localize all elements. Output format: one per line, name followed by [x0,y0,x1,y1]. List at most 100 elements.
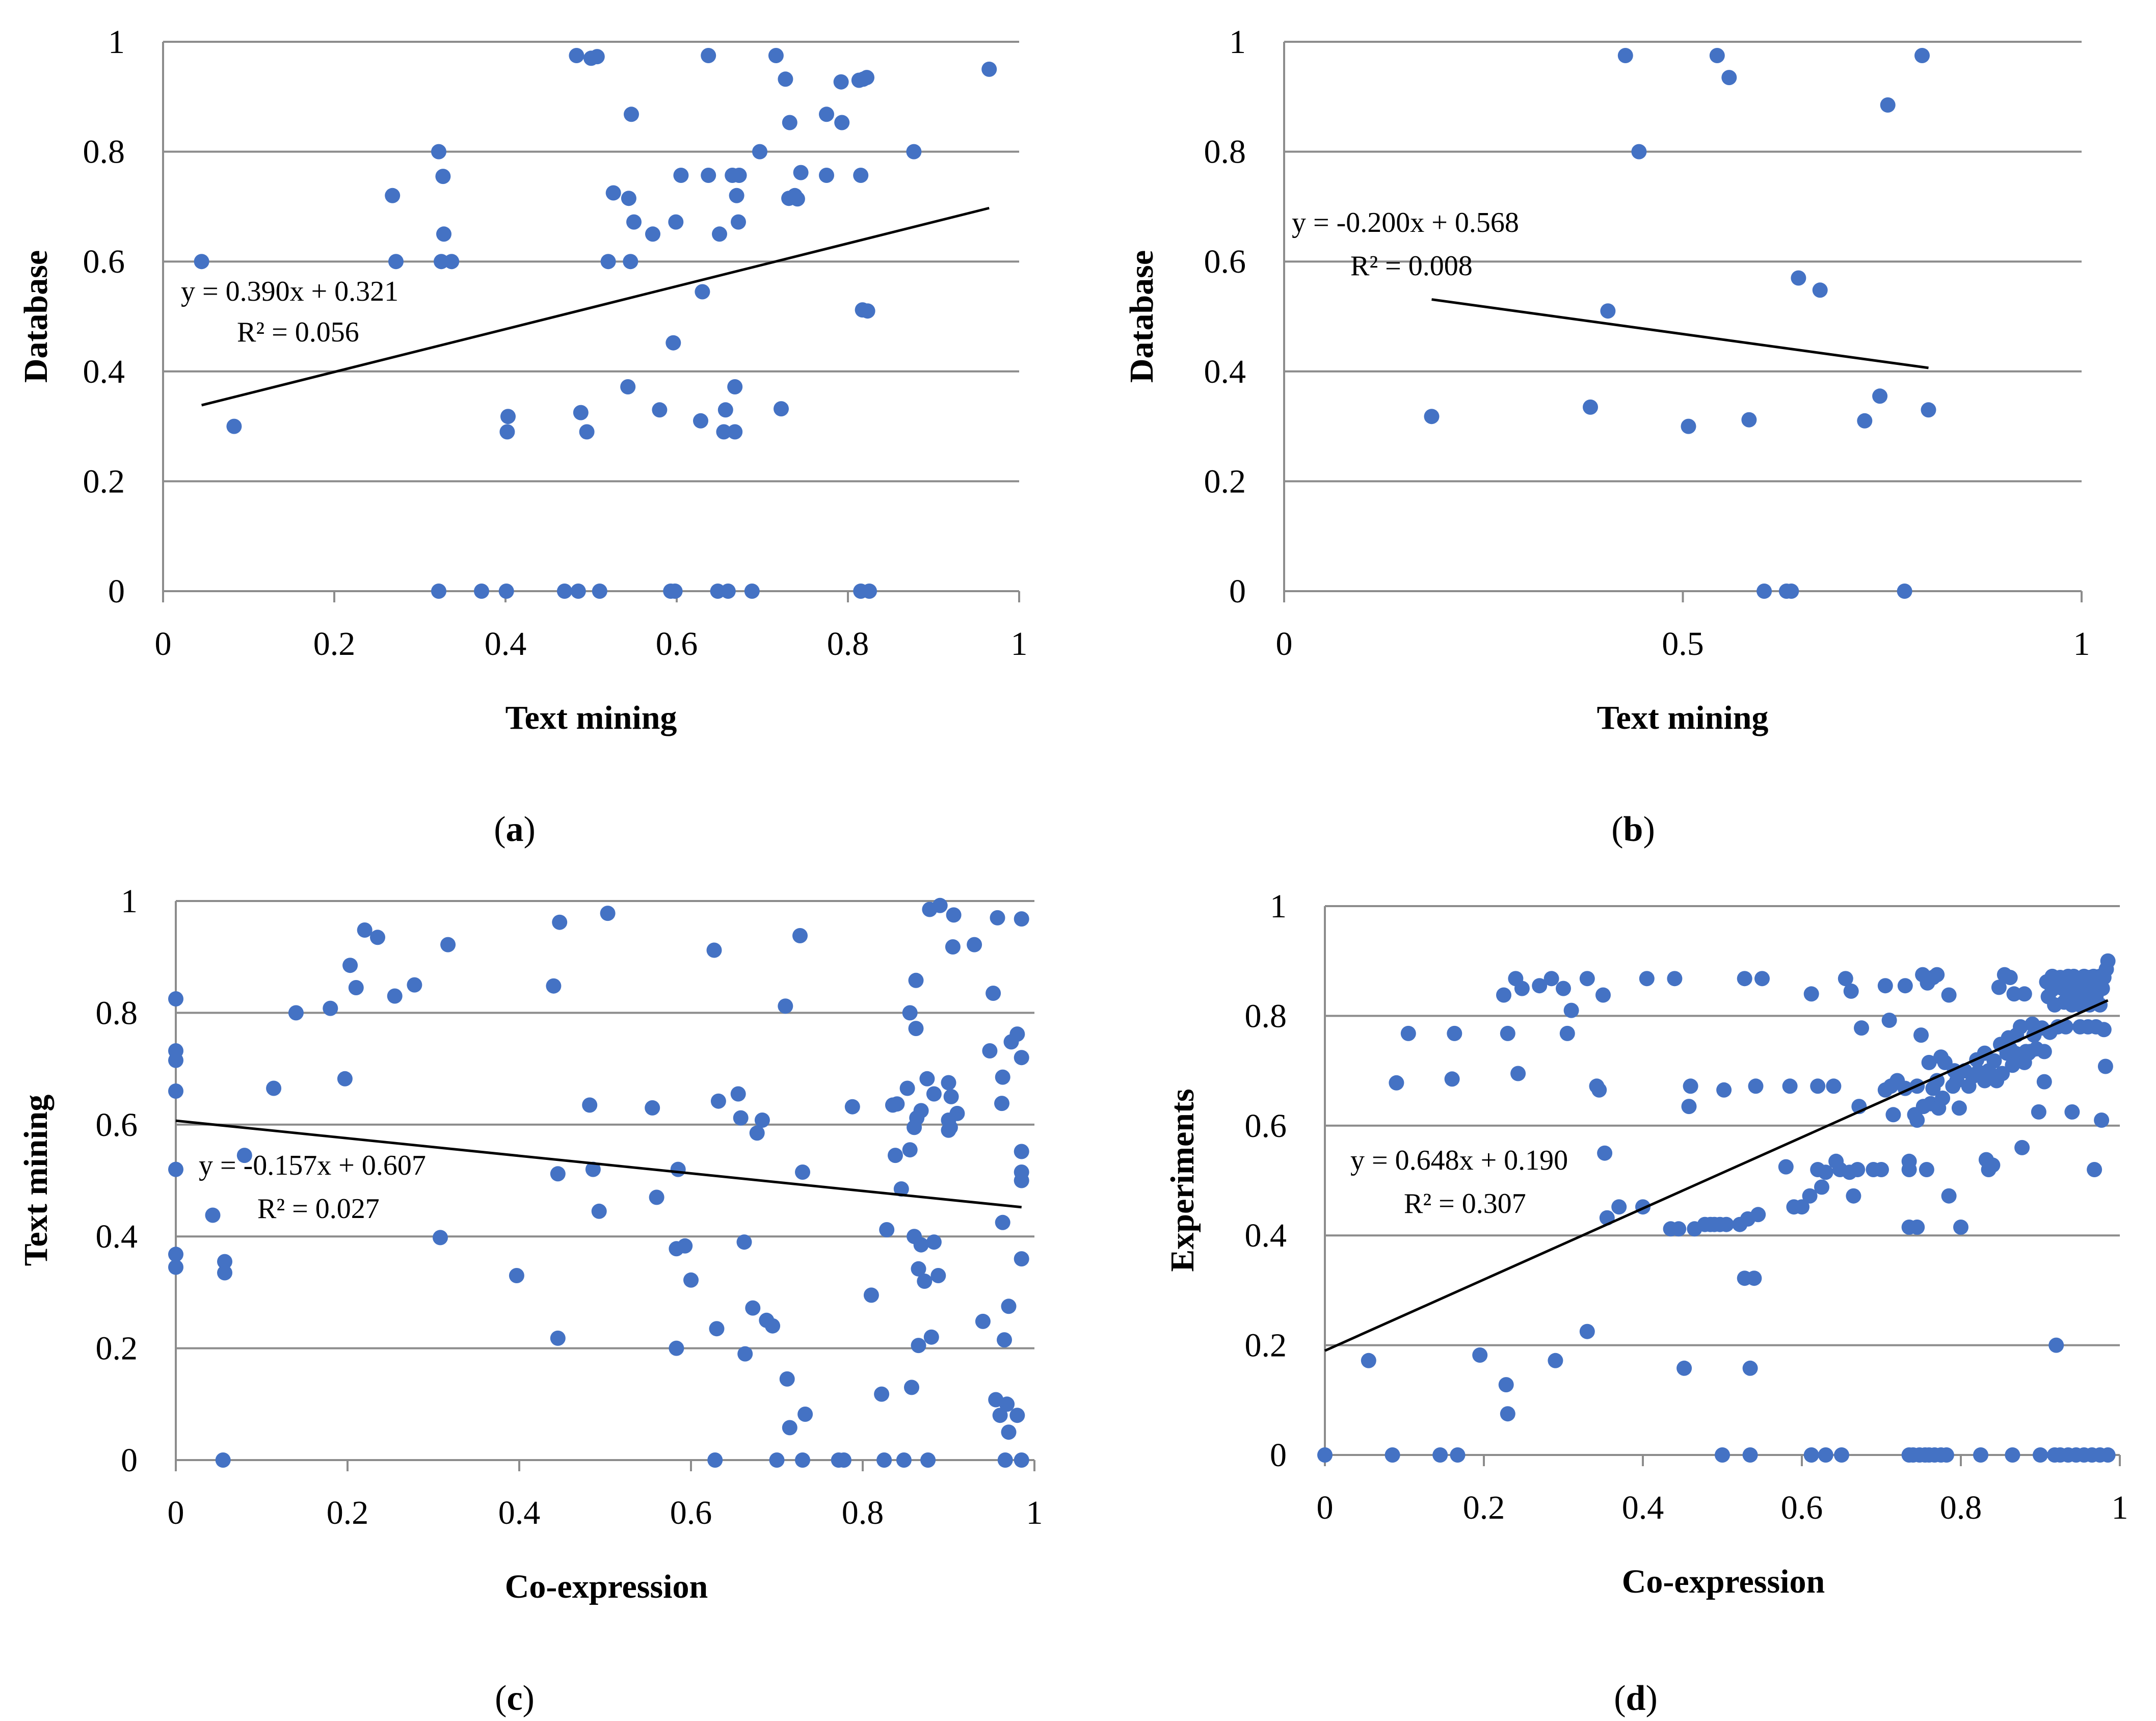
trendline-equation: y = 0.648x + 0.190 [1350,1145,1568,1176]
data-point [1472,1347,1488,1363]
data-point [645,1100,660,1116]
data-point [1994,1066,2010,1081]
y-tick-label: 0.4 [1245,1217,1287,1254]
y-tick-label: 0.2 [1245,1327,1287,1364]
data-point [591,1203,607,1219]
x-tick-label: 0 [155,625,172,663]
data-point [906,144,922,160]
data-point [1951,1100,1967,1116]
data-point [2013,1019,2028,1035]
data-point [2036,1044,2052,1060]
y-tick-label: 0.2 [83,463,125,500]
data-point [1001,1299,1017,1314]
x-tick-label: 0.2 [1463,1489,1505,1526]
data-point [546,978,562,994]
data-point [1496,987,1511,1003]
data-point [1986,1053,2002,1069]
data-point [666,335,681,351]
data-point [862,584,877,599]
data-point [2002,970,2018,985]
data-point [2031,1104,2046,1120]
x-tick-label: 0.2 [313,625,356,663]
data-point [945,939,961,955]
data-point [778,71,793,87]
data-point [337,1071,353,1087]
data-point [2094,1113,2110,1128]
data-point [833,74,849,90]
data-point [693,413,708,429]
data-point [926,1086,942,1102]
data-point [941,1075,956,1091]
data-point [668,214,684,230]
x-tick-label: 0.5 [1662,625,1704,663]
data-point [1361,1353,1376,1368]
data-point [1818,1164,1833,1180]
y-tick-label: 1 [1229,23,1246,61]
data-point [217,1254,232,1269]
data-point [1639,971,1655,987]
data-point [754,1113,770,1128]
data-point [782,115,797,130]
data-point [168,991,183,1007]
data-point [1009,1408,1025,1423]
data-point [1600,303,1616,319]
data-point [731,168,747,183]
x-tick-label: 0.4 [1622,1489,1664,1526]
data-point [904,1380,919,1395]
data-point [585,1161,601,1177]
data-point [1973,1447,1988,1463]
x-axis-label: Co-expression [505,1568,708,1605]
data-point [1854,1020,1869,1036]
data-point [433,1230,448,1246]
trendline-equation: y = -0.200x + 0.568 [1292,207,1519,239]
r-squared-label: R² = 0.008 [1350,250,1473,282]
data-point [1424,409,1440,425]
trendline-equation: y = 0.390x + 0.321 [181,276,398,307]
data-point [749,1125,765,1141]
data-point [500,409,516,425]
data-point [357,922,372,938]
chart-panel-b: 0 0.2 0.4 0.6 0.8 1 0 0.5 1 y = -0.200x + 0.568 R²… [1123,23,2090,849]
data-point [1617,48,1633,63]
data-point [1389,1075,1404,1091]
data-point [168,1161,183,1177]
data-point [902,1142,918,1158]
y-tick-label: 0.8 [1245,997,1287,1035]
data-point [589,49,605,65]
data-point [1715,1447,1730,1463]
data-point [782,1420,797,1436]
data-point [930,1268,946,1283]
data-point [994,1096,1009,1111]
data-point [600,906,616,921]
data-point [1671,1221,1687,1237]
data-point [1897,978,1913,994]
data-point [727,379,743,394]
x-tick-label: 0 [1317,1489,1334,1526]
data-point [1750,1207,1766,1223]
y-tick-label: 0 [1229,573,1246,610]
data-point [834,115,850,130]
data-point [226,418,242,434]
data-point [701,48,716,63]
data-point [733,1110,749,1126]
data-point [569,48,584,63]
data-point [1500,1025,1515,1041]
data-point [908,972,924,988]
data-point [605,185,621,201]
y-tick-label: 0.6 [1204,243,1246,280]
data-point [1009,1026,1025,1042]
data-point [1611,1199,1627,1215]
data-point [194,254,209,270]
data-point [217,1265,232,1281]
data-point [1432,1447,1448,1463]
data-point [1444,1071,1460,1087]
data-point [710,1093,726,1109]
data-point [1810,1078,1826,1094]
data-point [669,1340,684,1356]
data-point [1746,1270,1762,1286]
data-point [879,1222,895,1237]
x-tick-label: 0 [1276,625,1293,663]
x-tick-label: 1 [1011,625,1028,663]
data-point [765,1318,781,1334]
